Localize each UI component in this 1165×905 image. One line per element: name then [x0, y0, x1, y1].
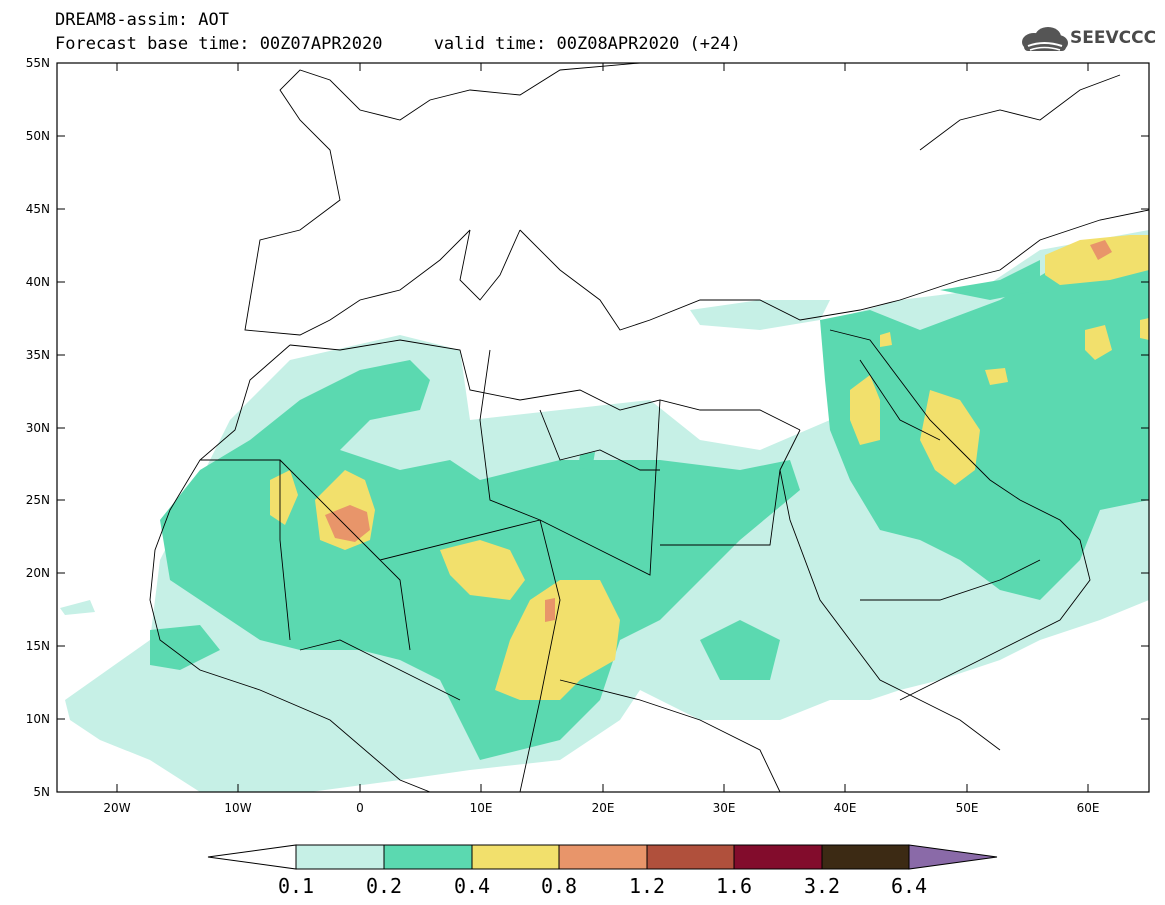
lat-label: 25N — [26, 493, 50, 507]
colorbar-label: 1.6 — [716, 874, 752, 898]
colorbar-label: 6.4 — [891, 874, 927, 898]
lon-axis: 20W 10W 0 10E 20E 30E 40E 50E 60E — [103, 63, 1099, 815]
lat-label: 35N — [26, 348, 50, 362]
lon-label: 0 — [356, 801, 364, 815]
colorbar-segment — [471, 844, 560, 870]
colorbar-segment — [295, 844, 385, 870]
forecast-times: Forecast base time: 00Z07APR2020 valid t… — [55, 34, 741, 54]
lon-label: 10W — [224, 801, 251, 815]
lon-label: 60E — [1077, 801, 1100, 815]
lat-label: 10N — [26, 712, 50, 726]
lat-label: 15N — [26, 639, 50, 653]
lon-label: 30E — [713, 801, 736, 815]
colorbar-label: 0.1 — [278, 874, 314, 898]
lat-label: 45N — [26, 202, 50, 216]
lon-label: 40E — [834, 801, 857, 815]
colorbar-segment — [646, 844, 735, 870]
lat-label: 55N — [26, 56, 50, 70]
colorbar-segment — [558, 844, 648, 870]
colorbar-arrow-high — [908, 844, 998, 870]
lon-label: 20W — [103, 801, 130, 815]
colorbar-arrow-low — [207, 844, 297, 870]
cloud-icon — [1022, 27, 1068, 51]
coastlines — [149, 63, 1149, 792]
colorbar-label: 0.8 — [541, 874, 577, 898]
lon-label: 50E — [956, 801, 979, 815]
colorbar-segment — [383, 844, 473, 870]
map-title: DREAM8-assim: AOT — [55, 10, 229, 30]
lat-label: 50N — [26, 129, 50, 143]
seevccc-logo: SEEVCCC — [1018, 24, 1158, 54]
logo-text: SEEVCCC — [1070, 28, 1157, 48]
colorbar-segment — [821, 844, 910, 870]
lon-label: 10E — [470, 801, 493, 815]
lat-label: 30N — [26, 421, 50, 435]
colorbar-segment — [733, 844, 823, 870]
colorbar: 0.1 0.2 0.4 0.8 1.2 1.6 3.2 6.4 — [207, 844, 998, 898]
colorbar-label: 1.2 — [629, 874, 665, 898]
lon-label: 20E — [592, 801, 615, 815]
lat-label: 40N — [26, 275, 50, 289]
colorbar-label: 3.2 — [804, 874, 840, 898]
colorbar-label: 0.2 — [366, 874, 402, 898]
aot-field — [60, 230, 1149, 792]
lat-axis: 55N 50N 45N 40N 35N 30N 25N 20N 15N 10N … — [26, 56, 1149, 799]
colorbar-label: 0.4 — [454, 874, 490, 898]
lat-label: 5N — [33, 785, 50, 799]
lat-label: 20N — [26, 566, 50, 580]
